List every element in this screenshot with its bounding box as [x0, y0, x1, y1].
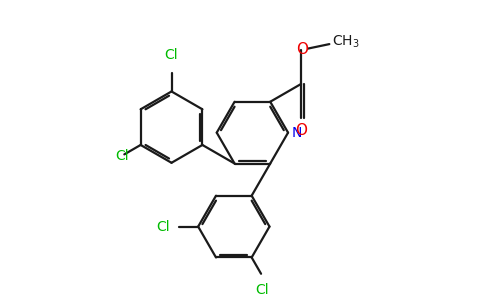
Text: O: O	[295, 123, 307, 138]
Text: Cl: Cl	[165, 48, 178, 62]
Text: N: N	[292, 126, 302, 140]
Text: Cl: Cl	[256, 283, 269, 297]
Text: CH$_3$: CH$_3$	[332, 33, 360, 50]
Text: O: O	[296, 42, 308, 57]
Text: Cl: Cl	[157, 220, 170, 234]
Text: Cl: Cl	[115, 148, 129, 163]
